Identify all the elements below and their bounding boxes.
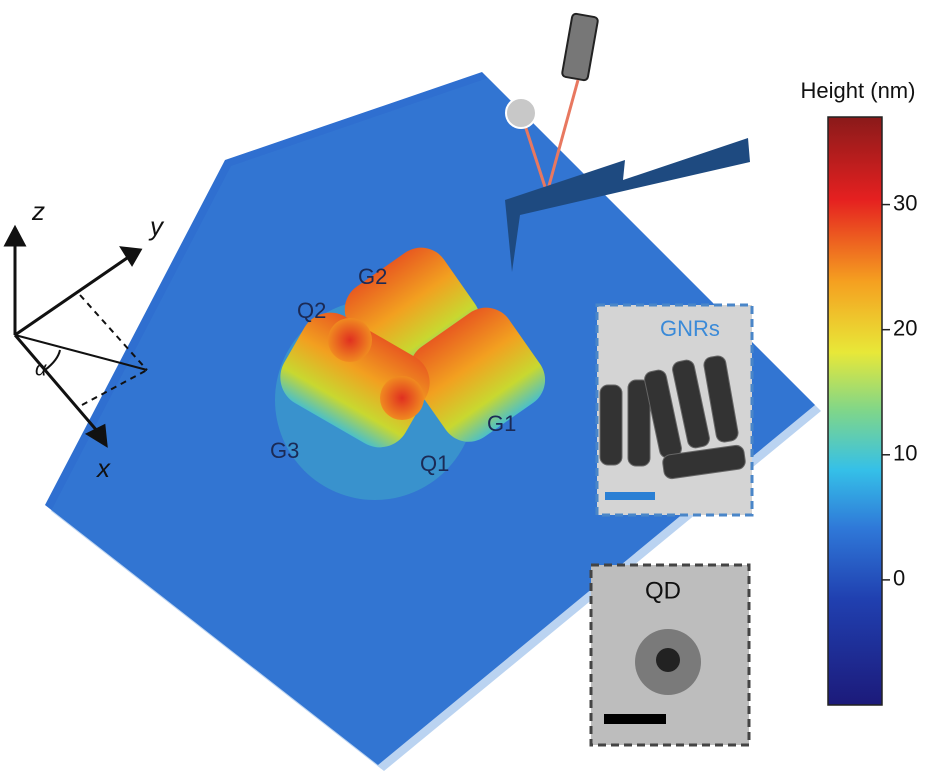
colorbar-tick-label: 30 <box>893 190 917 215</box>
nanostructure <box>275 247 546 500</box>
axis-y: y <box>148 211 165 241</box>
axis-z: z <box>31 196 45 226</box>
coordinate-axes <box>3 224 148 448</box>
colorbar <box>827 116 883 706</box>
colorbar-tick-label: 20 <box>893 315 917 340</box>
gnr-inset <box>595 303 754 517</box>
label-g2: G2 <box>358 264 387 289</box>
inset-label-qd: QD <box>645 577 681 604</box>
axis-angle: α <box>35 358 47 380</box>
label-g3: G3 <box>270 438 299 463</box>
label-q1: Q1 <box>420 451 449 476</box>
qd-inset <box>589 563 751 747</box>
axis-x: x <box>95 453 111 483</box>
afm-probe <box>505 12 750 272</box>
label-q2: Q2 <box>297 298 326 323</box>
inset-label-gnrs: GNRs <box>660 316 720 341</box>
colorbar-tick-label: 10 <box>893 441 917 466</box>
colorbar-tick-label: 0 <box>893 566 905 591</box>
colorbar-label: Height (nm) <box>801 78 916 103</box>
label-g1: G1 <box>487 411 516 436</box>
